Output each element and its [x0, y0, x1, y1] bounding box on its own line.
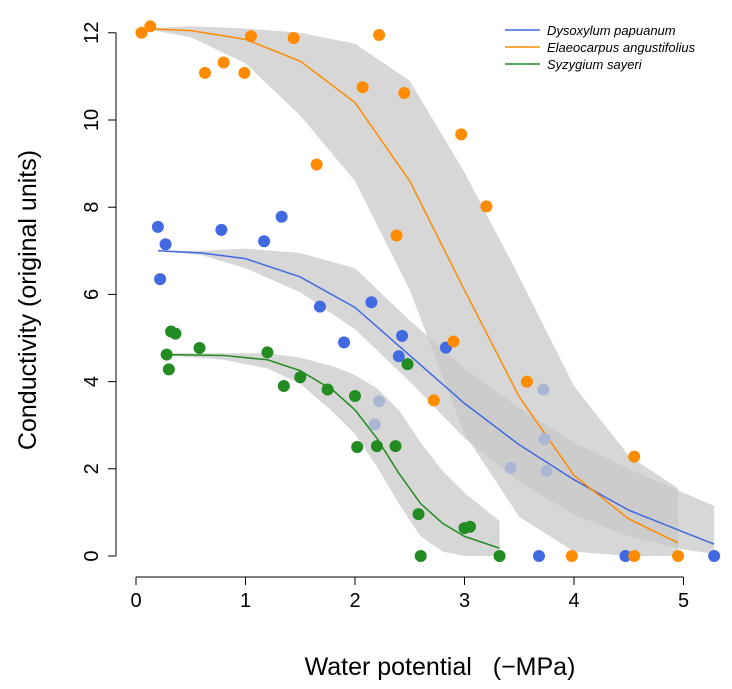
- fit-curve-elaeocarpus-angustifolius: [141, 27, 679, 544]
- point-elaeocarpus-angustifolius: [356, 81, 369, 94]
- x-axis-title-unit: (−MPa): [493, 653, 576, 681]
- point-syzygium-sayeri: [169, 327, 182, 340]
- point-elaeocarpus-angustifolius: [398, 86, 411, 99]
- x-tick-label: 3: [459, 590, 470, 612]
- y-tick-label: 8: [81, 202, 103, 213]
- point-dysoxylum-papuanum: [532, 550, 545, 562]
- point-syzygium-sayeri: [414, 550, 427, 562]
- point-dysoxylum-papuanum: [708, 550, 721, 562]
- point-dysoxylum-papuanum: [619, 550, 632, 562]
- legend-label-dysoxylum-papuanum: Dysoxylum papuanum: [547, 23, 676, 38]
- point-elaeocarpus-angustifolius: [217, 56, 230, 69]
- legend-label-elaeocarpus-angustifolius: Elaeocarpus angustifolius: [547, 40, 696, 55]
- x-axis-title: Water potential (−MPa): [305, 653, 576, 681]
- point-elaeocarpus-angustifolius: [390, 229, 403, 242]
- y-tick-label: 4: [81, 376, 103, 387]
- faded-point-dysoxylum-papuanum: [504, 461, 517, 474]
- point-syzygium-sayeri: [493, 550, 506, 562]
- y-tick-label: 12: [81, 22, 103, 44]
- point-dysoxylum-papuanum: [159, 238, 172, 251]
- point-elaeocarpus-angustifolius: [628, 550, 641, 562]
- point-dysoxylum-papuanum: [365, 296, 378, 309]
- y-tick-label: 6: [81, 289, 103, 300]
- band-syzygium-sayeri: [168, 353, 500, 556]
- point-dysoxylum-papuanum: [151, 220, 164, 233]
- point-syzygium-sayeri: [370, 440, 383, 453]
- point-dysoxylum-papuanum: [258, 235, 271, 248]
- x-axis-title-text: Water potential: [305, 653, 472, 681]
- point-elaeocarpus-angustifolius: [287, 32, 300, 45]
- point-syzygium-sayeri: [401, 358, 414, 371]
- faded-point-dysoxylum-papuanum: [373, 395, 386, 408]
- point-elaeocarpus-angustifolius: [198, 66, 211, 79]
- point-syzygium-sayeri: [412, 508, 425, 521]
- data-points: [135, 20, 721, 562]
- point-syzygium-sayeri: [294, 371, 307, 384]
- point-elaeocarpus-angustifolius: [628, 450, 641, 463]
- faded-point-dysoxylum-papuanum: [537, 383, 550, 396]
- x-tick-label: 2: [349, 590, 360, 612]
- faded-point-dysoxylum-papuanum: [540, 464, 553, 477]
- x-tick-label: 1: [240, 590, 251, 612]
- point-elaeocarpus-angustifolius: [447, 335, 460, 348]
- point-dysoxylum-papuanum: [313, 300, 326, 313]
- point-syzygium-sayeri: [162, 363, 175, 376]
- point-syzygium-sayeri: [463, 520, 476, 533]
- confidence-bands: [141, 26, 715, 556]
- point-elaeocarpus-angustifolius: [480, 200, 493, 213]
- faded-point-dysoxylum-papuanum: [368, 418, 381, 431]
- point-elaeocarpus-angustifolius: [238, 66, 251, 79]
- point-elaeocarpus-angustifolius: [520, 375, 533, 388]
- y-axis-title: Conductivity (original units): [14, 150, 42, 450]
- point-syzygium-sayeri: [261, 346, 274, 359]
- y-tick-label: 10: [81, 109, 103, 131]
- fit-curves: [141, 27, 715, 549]
- legend: Dysoxylum papuanum Elaeocarpus angustifol…: [505, 23, 696, 72]
- band-elaeocarpus-angustifolius: [141, 26, 679, 556]
- point-elaeocarpus-angustifolius: [427, 394, 440, 407]
- point-syzygium-sayeri: [160, 348, 173, 361]
- point-elaeocarpus-angustifolius: [135, 26, 148, 39]
- point-elaeocarpus-angustifolius: [672, 550, 685, 562]
- point-elaeocarpus-angustifolius: [310, 158, 323, 171]
- fit-curve-syzygium-sayeri: [168, 353, 500, 549]
- x-tick-label: 5: [678, 590, 689, 612]
- legend-label-syzygium-sayeri: Syzygium sayeri: [547, 57, 643, 72]
- point-dysoxylum-papuanum: [338, 336, 351, 349]
- point-syzygium-sayeri: [349, 389, 361, 402]
- fit-curve-dysoxylum-papuanum: [157, 250, 715, 545]
- point-elaeocarpus-angustifolius: [244, 30, 257, 43]
- point-elaeocarpus-angustifolius: [455, 128, 468, 141]
- point-syzygium-sayeri: [321, 383, 334, 396]
- y-tick-label: 2: [81, 463, 103, 474]
- point-dysoxylum-papuanum: [396, 329, 409, 342]
- point-syzygium-sayeri: [351, 441, 364, 453]
- y-tick-label: 0: [81, 550, 103, 561]
- point-elaeocarpus-angustifolius: [144, 20, 157, 33]
- point-dysoxylum-papuanum: [215, 223, 228, 236]
- point-dysoxylum-papuanum: [275, 210, 288, 223]
- point-elaeocarpus-angustifolius: [565, 550, 578, 562]
- point-syzygium-sayeri: [277, 379, 290, 392]
- point-elaeocarpus-angustifolius: [373, 28, 386, 41]
- point-syzygium-sayeri: [389, 440, 402, 453]
- point-dysoxylum-papuanum: [392, 350, 405, 363]
- x-tick-label: 4: [568, 590, 579, 612]
- x-tick-label: 0: [130, 590, 141, 612]
- point-syzygium-sayeri: [193, 342, 206, 355]
- point-dysoxylum-papuanum: [154, 273, 167, 286]
- faded-point-dysoxylum-papuanum: [538, 433, 551, 446]
